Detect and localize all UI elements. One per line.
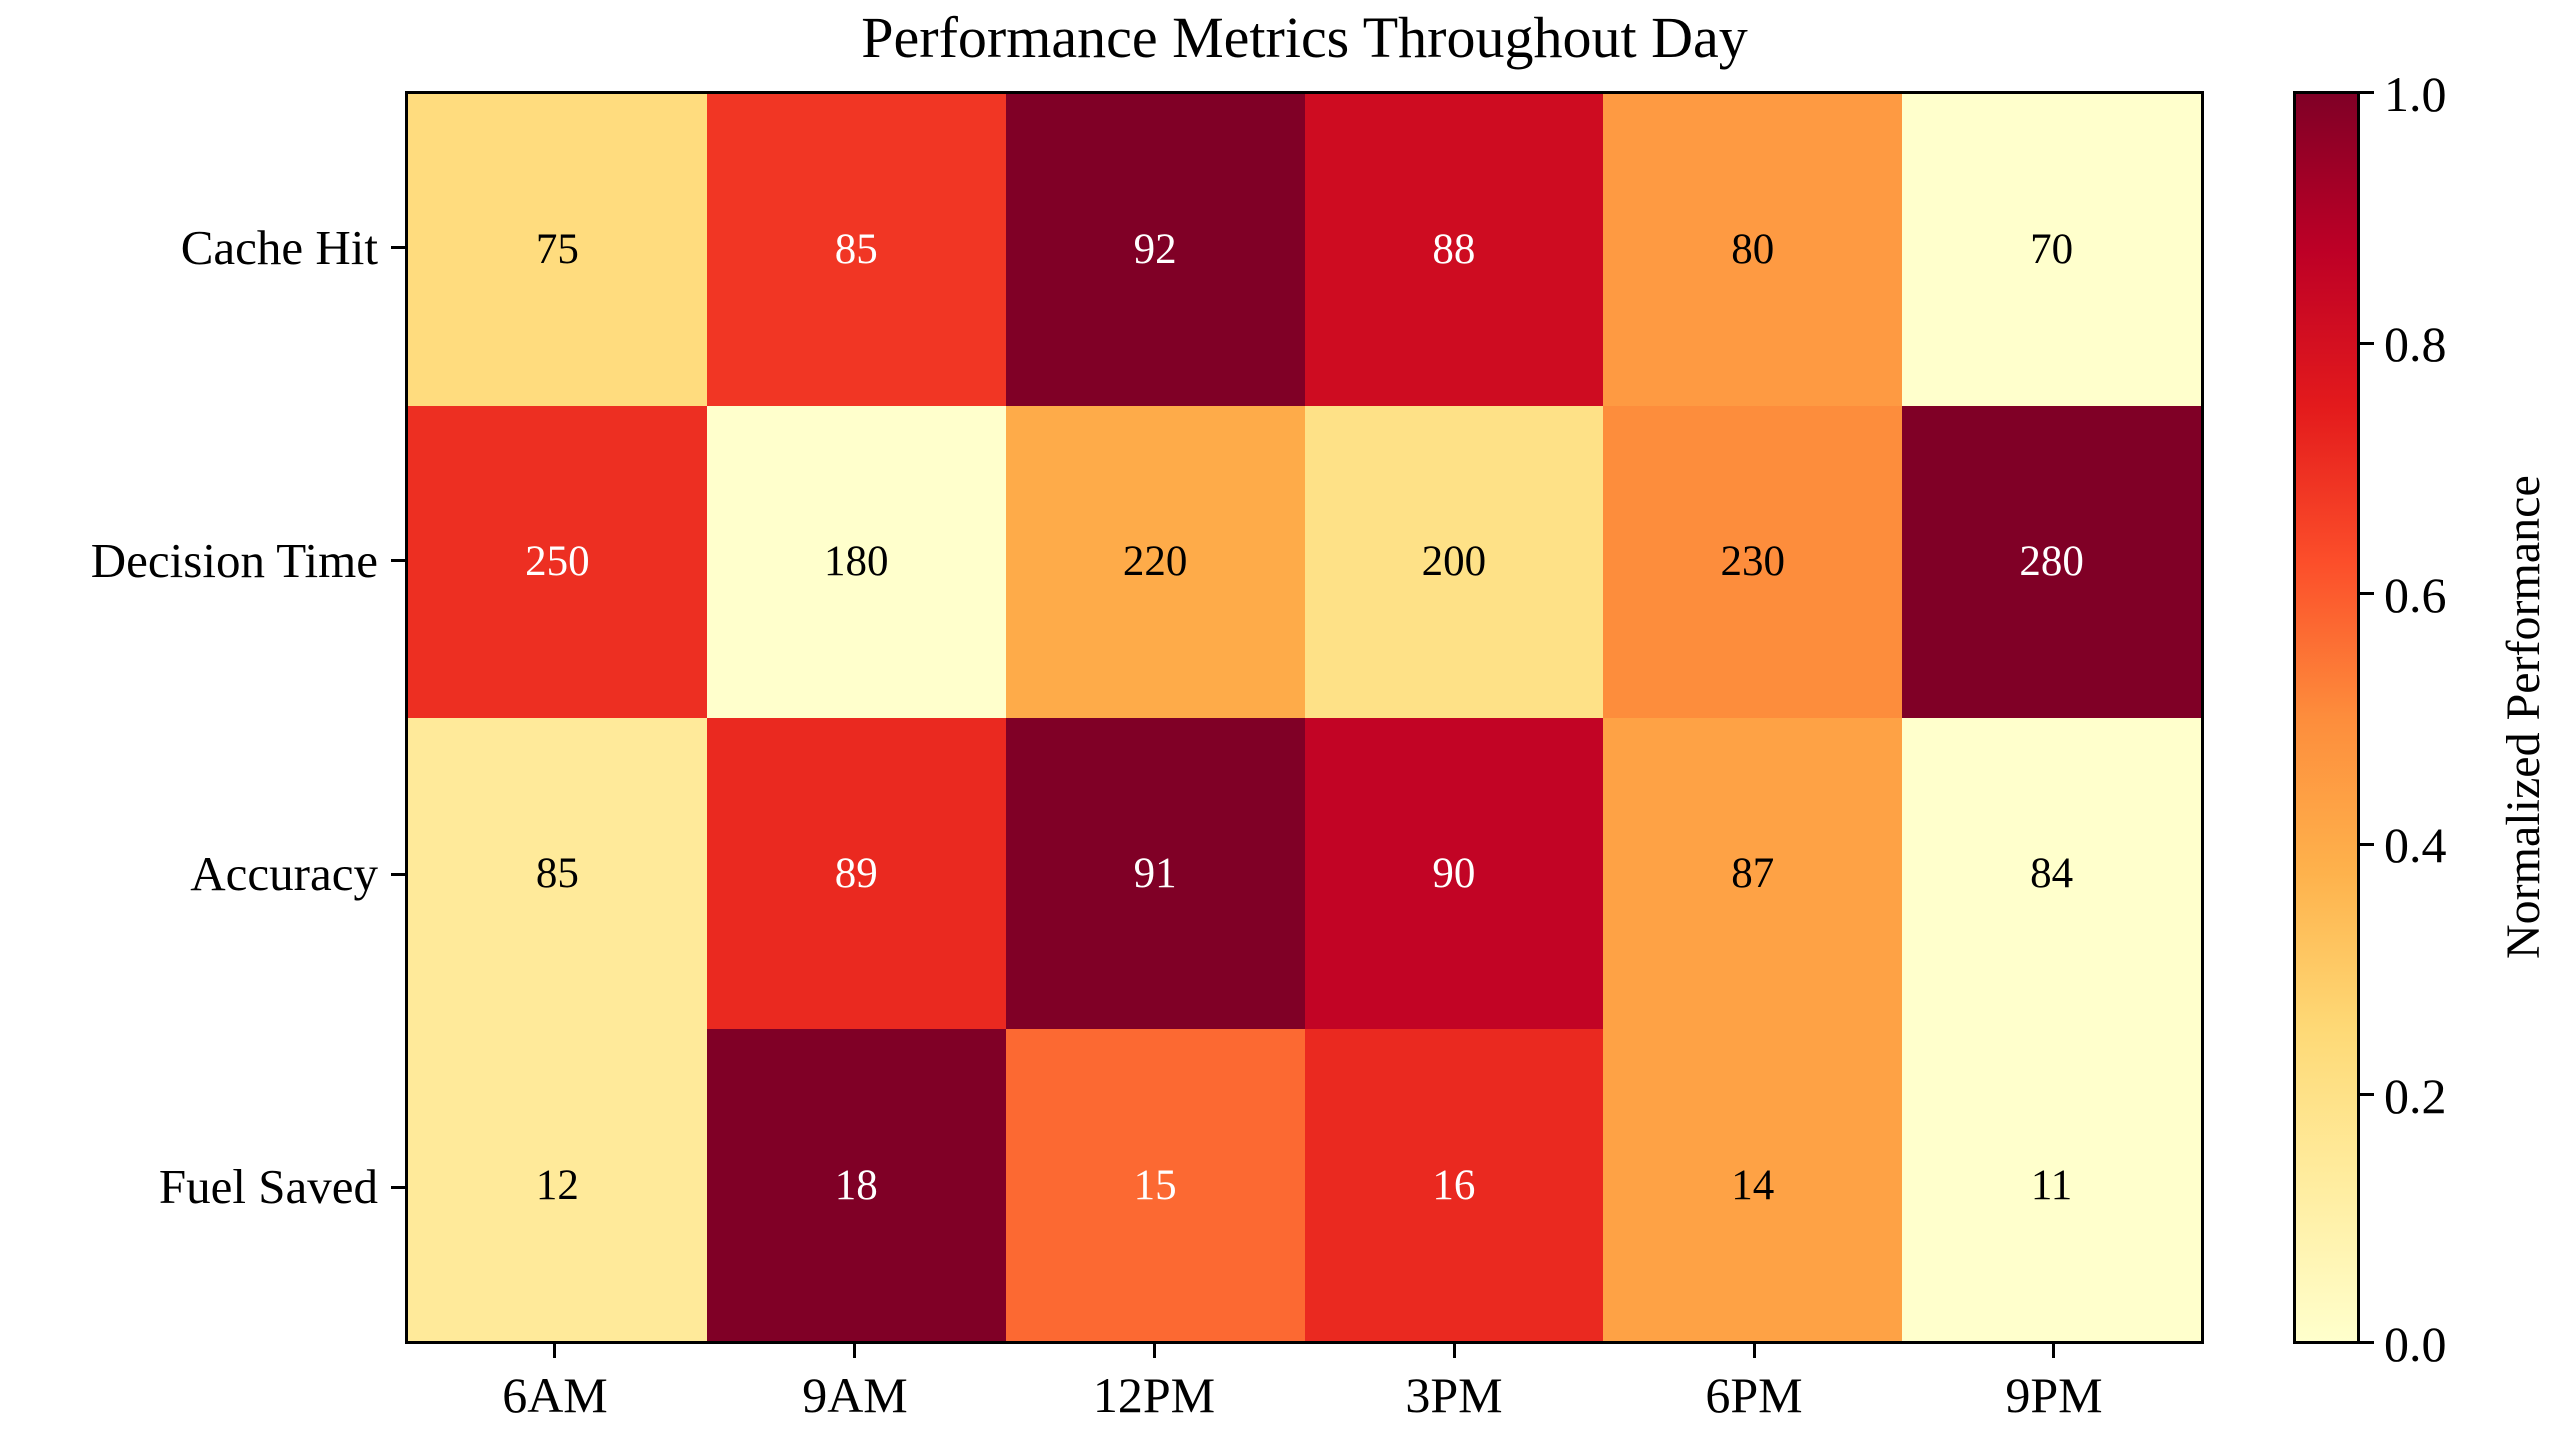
colorbar-tick-0	[2360, 91, 2374, 94]
heatmap-cell-r2c5: 84	[1902, 717, 2201, 1030]
heatmap-cell-r0c2: 92	[1005, 94, 1305, 406]
x-label-9pm: 9PM	[2005, 1367, 2103, 1423]
colorbar-tick-label-4: 0.2	[2384, 1068, 2447, 1124]
x-tick-4	[1753, 1344, 1756, 1358]
heatmap-plot: 75 85 92 88 80 70 250 180 220 200 230 28…	[405, 91, 2204, 1344]
heatmap-cell-r2c4: 87	[1603, 717, 1903, 1030]
heatmap-cell-r2c3: 90	[1304, 717, 1604, 1030]
colorbar-tick-label-2: 0.6	[2384, 567, 2447, 623]
heatmap-cell-r2c2: 91	[1005, 717, 1305, 1030]
heatmap-cell-r3c3: 16	[1304, 1029, 1604, 1341]
x-label-12pm: 12PM	[1092, 1367, 1216, 1423]
x-label-6pm: 6PM	[1705, 1367, 1803, 1423]
heatmap-cell-r1c1: 180	[706, 405, 1006, 718]
y-tick-3	[391, 1186, 405, 1189]
heatmap-cell-r0c5: 70	[1902, 94, 2201, 406]
x-tick-0	[553, 1344, 556, 1358]
heatmap-cell-r2c1: 89	[706, 717, 1006, 1030]
x-label-9am: 9AM	[802, 1367, 908, 1423]
heatmap-cell-r2c0: 85	[408, 717, 707, 1030]
x-tick-5	[2052, 1344, 2055, 1358]
colorbar-tick-label-5: 0.0	[2384, 1316, 2447, 1372]
colorbar-tick-label-1: 0.8	[2384, 316, 2447, 372]
heatmap-cell-r3c4: 14	[1603, 1029, 1903, 1341]
heatmap-cell-r0c1: 85	[706, 94, 1006, 406]
colorbar-tick-label-0: 1.0	[2384, 66, 2447, 122]
y-tick-2	[391, 873, 405, 876]
y-label-accuracy: Accuracy	[190, 846, 378, 901]
heatmap-cell-r1c2: 220	[1005, 405, 1305, 718]
x-tick-3	[1453, 1344, 1456, 1358]
colorbar-tick-label-3: 0.4	[2384, 817, 2447, 873]
heatmap-cell-r3c5: 11	[1902, 1029, 2201, 1341]
y-tick-1	[391, 559, 405, 562]
x-label-3pm: 3PM	[1405, 1367, 1503, 1423]
chart-title: Performance Metrics Throughout Day	[861, 5, 1748, 70]
x-tick-2	[1153, 1344, 1156, 1358]
heatmap-cell-r1c5: 280	[1902, 405, 2201, 718]
y-label-fuel-saved: Fuel Saved	[158, 1159, 378, 1214]
y-label-cache-hit: Cache Hit	[180, 220, 378, 275]
heatmap-cell-r0c3: 88	[1304, 94, 1604, 406]
colorbar-tick-3	[2360, 843, 2374, 846]
colorbar-tick-5	[2360, 1341, 2374, 1344]
y-tick-0	[391, 246, 405, 249]
colorbar-tick-2	[2360, 592, 2374, 595]
colorbar-axis-label: Normalized Performance	[2497, 475, 2550, 960]
colorbar-tick-4	[2360, 1093, 2374, 1096]
colorbar-gradient	[2293, 91, 2360, 1344]
x-label-6am: 6AM	[502, 1367, 608, 1423]
x-tick-1	[853, 1344, 856, 1358]
heatmap-cell-r3c2: 15	[1005, 1029, 1305, 1341]
y-label-decision-time: Decision Time	[90, 533, 378, 588]
heatmap-cell-r1c0: 250	[408, 405, 707, 718]
heatmap-cell-r3c1: 18	[706, 1029, 1006, 1341]
heatmap-cell-r3c0: 12	[408, 1029, 707, 1341]
heatmap-cell-r1c4: 230	[1603, 405, 1903, 718]
colorbar-tick-1	[2360, 342, 2374, 345]
heatmap-cell-r0c4: 80	[1603, 94, 1903, 406]
heatmap-cell-r1c3: 200	[1304, 405, 1604, 718]
heatmap-cell-r0c0: 75	[408, 94, 707, 406]
